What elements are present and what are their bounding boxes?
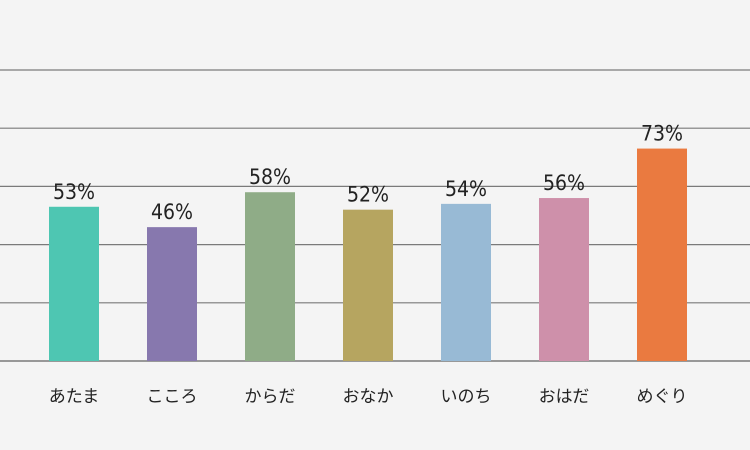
- value-label-7: 73%: [641, 122, 683, 146]
- category-label-7: めぐり: [637, 387, 688, 407]
- category-label-4: おなか: [343, 387, 394, 407]
- value-label-6: 56%: [543, 171, 585, 195]
- category-label-2: こころ: [147, 387, 198, 407]
- bar-3: [245, 192, 295, 361]
- bar-7: [637, 148, 687, 361]
- value-label-4: 52%: [347, 183, 389, 207]
- category-label-6: おはだ: [539, 387, 590, 407]
- bar-2: [147, 227, 197, 361]
- bar-1: [49, 206, 99, 361]
- bar-4: [343, 209, 393, 361]
- category-labels: あたま こころ からだ おなか いのち おはだ めぐり: [49, 387, 688, 407]
- value-label-1: 53%: [53, 180, 95, 204]
- value-label-3: 58%: [249, 165, 291, 189]
- bar-6: [539, 198, 589, 361]
- value-label-2: 46%: [151, 200, 193, 224]
- value-label-5: 54%: [445, 177, 487, 201]
- category-label-3: からだ: [245, 387, 296, 407]
- value-labels: 53% 46% 58% 52% 54% 56% 73%: [53, 122, 683, 225]
- category-label-1: あたま: [49, 387, 100, 407]
- bars: [49, 148, 687, 361]
- bar-5: [441, 203, 491, 361]
- category-label-5: いのち: [441, 387, 492, 407]
